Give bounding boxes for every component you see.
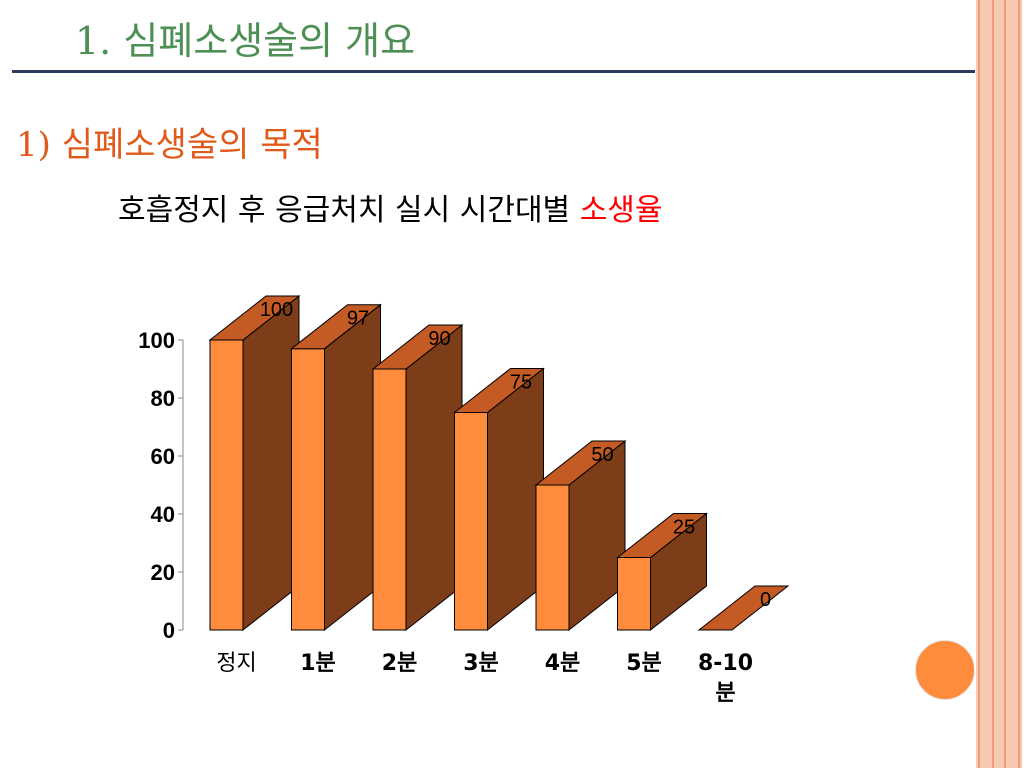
decorative-side-stripes: [974, 0, 1024, 768]
caption-main-text: 호흡정지 후 응급처치 실시 시간대별: [118, 193, 580, 228]
bar-front-face: [617, 557, 651, 631]
x-category-label: 5분: [626, 651, 662, 676]
caption-highlight-text: 소생율: [579, 193, 663, 228]
x-category-label: 2분: [382, 651, 418, 676]
bar-front-face: [372, 368, 407, 631]
bar-front-face: [209, 339, 244, 631]
y-tick-label: 60: [151, 444, 175, 469]
bar-value-label: 25: [673, 517, 695, 539]
bar-top-face: [290, 304, 382, 350]
bar-top-face: [616, 513, 708, 558]
bar-top-face: [371, 324, 464, 370]
bar-top-face: [453, 368, 545, 413]
bar-value-label: 97: [347, 308, 369, 330]
x-category-label: 4분: [545, 651, 581, 676]
x-category-label: 정지: [216, 651, 256, 676]
bar-top-face: [208, 295, 301, 341]
bar-front-face: [291, 348, 325, 631]
x-category-label: 3분: [463, 651, 499, 676]
slide-title: 1. 심폐소생술의 개요: [75, 19, 416, 63]
bar-value-label: 100: [260, 299, 293, 321]
bar-top-face: [697, 585, 790, 631]
bar-side-face: [405, 323, 463, 632]
y-tick-label: 80: [151, 386, 175, 411]
bar-front-face: [535, 484, 570, 631]
x-category-label: 8-10 분: [698, 651, 753, 706]
section-heading: 1) 심폐소생술의 목적: [16, 125, 323, 165]
bar-value-label: 90: [428, 328, 450, 350]
bar-side-face: [242, 294, 300, 632]
y-tick-label: 20: [151, 560, 175, 585]
chart-caption: 호흡정지 후 응급처치 실시 시간대별 소생율: [118, 196, 663, 226]
bar-top-face: [534, 440, 627, 486]
title-underline: [12, 70, 975, 73]
decorative-circle: [915, 640, 975, 700]
bar-value-label: 0: [760, 589, 771, 611]
bar-front-face: [454, 412, 488, 631]
y-tick-label: 100: [138, 328, 175, 353]
y-tick-label: 40: [151, 502, 175, 527]
bar-side-face: [324, 303, 381, 632]
y-tick-label: 0: [163, 618, 175, 643]
x-category-label: 1분: [300, 651, 336, 676]
bar-side-face: [487, 367, 544, 632]
bar-value-label: 50: [591, 444, 613, 466]
bar-value-label: 75: [510, 372, 532, 394]
